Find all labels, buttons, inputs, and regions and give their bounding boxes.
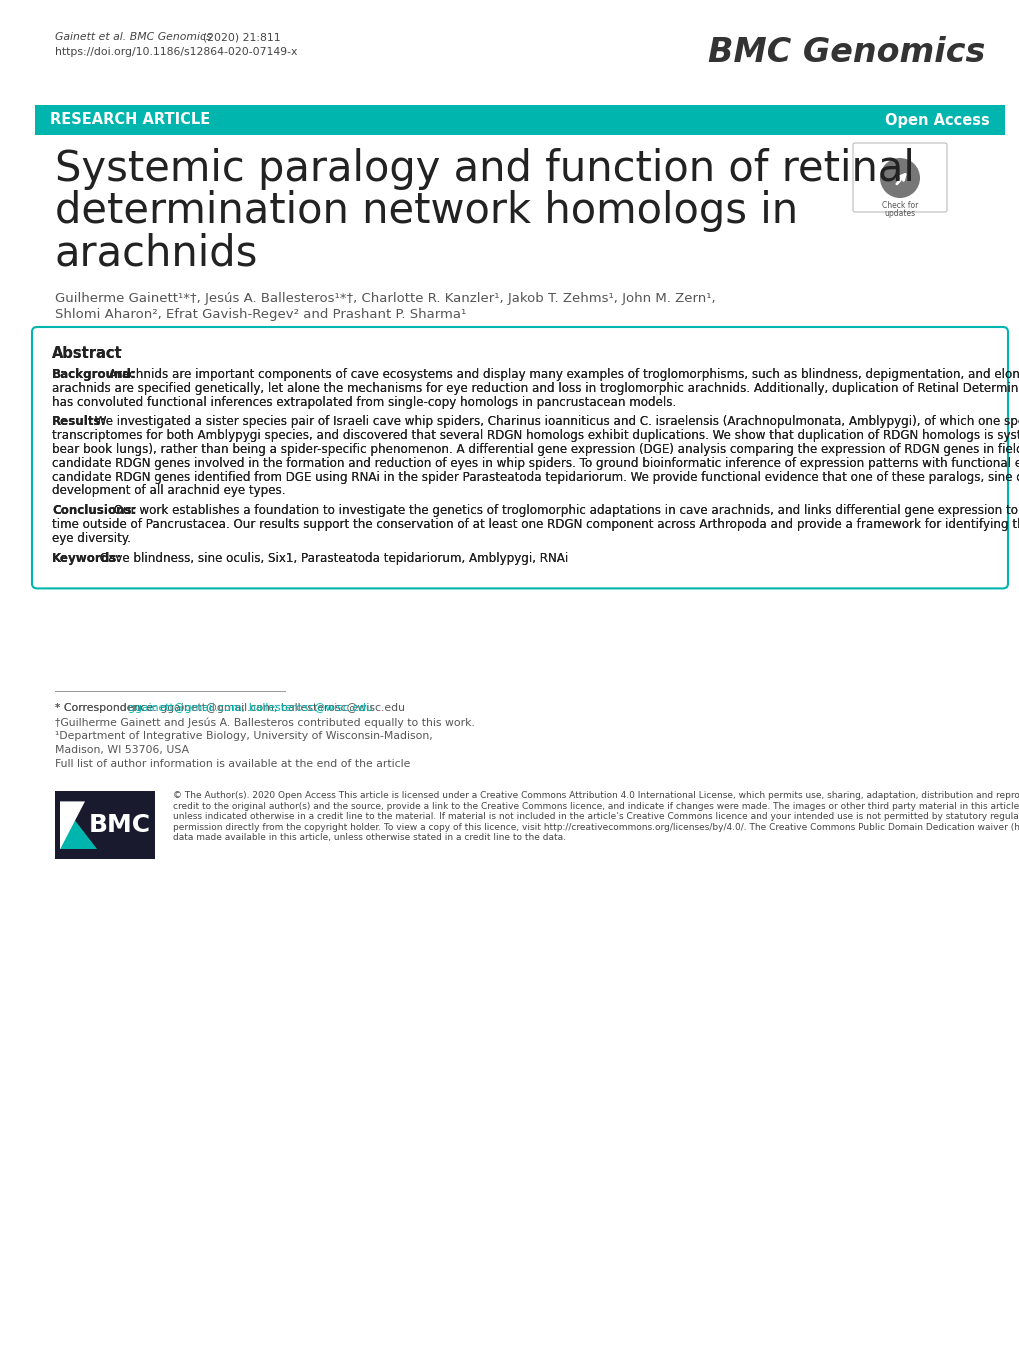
Text: eye diversity.: eye diversity. xyxy=(52,531,130,545)
Text: Check for: Check for xyxy=(881,201,917,210)
FancyBboxPatch shape xyxy=(852,144,946,211)
Text: * Correspondence: ggainett@gmail.com; ballesterosc@wisc.edu: * Correspondence: ggainett@gmail.com; ba… xyxy=(55,703,405,713)
Text: development of all arachnid eye types.: development of all arachnid eye types. xyxy=(52,484,285,497)
Circle shape xyxy=(879,159,919,198)
Text: arachnids are specified genetically, let alone the mechanisms for eye reduction : arachnids are specified genetically, let… xyxy=(52,382,1019,394)
Text: (2020) 21:811: (2020) 21:811 xyxy=(203,33,280,42)
Text: transcriptomes for both Amblypygi species, and discovered that several RDGN homo: transcriptomes for both Amblypygi specie… xyxy=(52,430,1019,442)
Text: https://doi.org/10.1186/s12864-020-07149-x: https://doi.org/10.1186/s12864-020-07149… xyxy=(55,47,298,57)
Text: BMC Genomics: BMC Genomics xyxy=(707,35,984,69)
Text: Our work establishes a foundation to investigate the genetics of troglomorphic a: Our work establishes a foundation to inv… xyxy=(110,504,1019,518)
Text: bear book lungs), rather than being a spider-specific phenomenon. A differential: bear book lungs), rather than being a sp… xyxy=(52,443,1019,457)
Text: time outside of Pancrustacea. Our results support the conservation of at least o: time outside of Pancrustacea. Our result… xyxy=(52,518,1019,531)
Text: Open Access: Open Access xyxy=(884,112,989,127)
Text: Results:: Results: xyxy=(52,416,106,428)
Text: Abstract: Abstract xyxy=(52,346,122,360)
Text: * Correspondence:: * Correspondence: xyxy=(55,703,160,713)
Text: Conclusions:: Conclusions: xyxy=(52,504,137,518)
Text: Conclusions:: Conclusions: xyxy=(52,504,137,518)
Text: Guilherme Gainett¹*†, Jesús A. Ballesteros¹*†, Charlotte R. Kanzler¹, Jakob T. Z: Guilherme Gainett¹*†, Jesús A. Ballester… xyxy=(55,291,715,305)
Text: Gainett et al. BMC Genomics: Gainett et al. BMC Genomics xyxy=(55,33,211,42)
Text: development of all arachnid eye types.: development of all arachnid eye types. xyxy=(52,484,285,497)
Text: RESEARCH ARTICLE: RESEARCH ARTICLE xyxy=(50,112,210,127)
Bar xyxy=(55,791,155,859)
Text: Background:: Background: xyxy=(52,369,137,381)
Text: eye diversity.: eye diversity. xyxy=(52,531,130,545)
Text: Systemic paralogy and function of retinal: Systemic paralogy and function of retina… xyxy=(55,148,914,190)
Text: time outside of Pancrustacea. Our results support the conservation of at least o: time outside of Pancrustacea. Our result… xyxy=(52,518,1019,531)
Text: Results:: Results: xyxy=(52,416,106,428)
Text: ggainett@gmail.com; ballesterosc@wisc.edu: ggainett@gmail.com; ballesterosc@wisc.ed… xyxy=(127,703,372,713)
Text: Arachnids are important components of cave ecosystems and display many examples : Arachnids are important components of ca… xyxy=(105,369,1019,381)
Text: Shlomi Aharon², Efrat Gavish-Regev² and Prashant P. Sharma¹: Shlomi Aharon², Efrat Gavish-Regev² and … xyxy=(55,308,466,321)
Text: transcriptomes for both Amblypygi species, and discovered that several RDGN homo: transcriptomes for both Amblypygi specie… xyxy=(52,430,1019,442)
FancyBboxPatch shape xyxy=(32,327,1007,588)
Text: BMC: BMC xyxy=(89,813,151,837)
Text: © The Author(s). 2020 Open Access This article is licensed under a Creative Comm: © The Author(s). 2020 Open Access This a… xyxy=(173,791,1019,801)
Text: bear book lungs), rather than being a spider-specific phenomenon. A differential: bear book lungs), rather than being a sp… xyxy=(52,443,1019,457)
Text: †Guilherme Gainett and Jesús A. Ballesteros contributed equally to this work.: †Guilherme Gainett and Jesús A. Balleste… xyxy=(55,717,475,728)
Text: Keywords:: Keywords: xyxy=(52,551,122,565)
Text: Arachnids are important components of cave ecosystems and display many examples : Arachnids are important components of ca… xyxy=(105,369,1019,381)
Text: arachnids: arachnids xyxy=(55,232,258,274)
Text: candidate RDGN genes identified from DGE using RNAi in the spider Parasteatoda t: candidate RDGN genes identified from DGE… xyxy=(52,470,1019,484)
Text: updates: updates xyxy=(883,209,915,218)
Text: unless indicated otherwise in a credit line to the material. If material is not : unless indicated otherwise in a credit l… xyxy=(173,813,1019,821)
Text: has convoluted functional inferences extrapolated from single-copy homologs in p: has convoluted functional inferences ext… xyxy=(52,396,676,409)
Text: Our work establishes a foundation to investigate the genetics of troglomorphic a: Our work establishes a foundation to inv… xyxy=(110,504,1019,518)
Text: permission directly from the copyright holder. To view a copy of this licence, v: permission directly from the copyright h… xyxy=(173,822,1019,832)
Polygon shape xyxy=(60,801,97,850)
Text: candidate RDGN genes involved in the formation and reduction of eyes in whip spi: candidate RDGN genes involved in the for… xyxy=(52,457,1019,470)
Text: Background:: Background: xyxy=(52,369,137,381)
Polygon shape xyxy=(60,801,85,850)
Text: credit to the original author(s) and the source, provide a link to the Creative : credit to the original author(s) and the… xyxy=(173,802,1019,810)
Text: Madison, WI 53706, USA: Madison, WI 53706, USA xyxy=(55,745,189,755)
Text: Cave blindness, sine oculis, Six1, Parasteatoda tepidariorum, Amblypygi, RNAi: Cave blindness, sine oculis, Six1, Paras… xyxy=(96,551,568,565)
Text: determination network homologs in: determination network homologs in xyxy=(55,190,797,232)
Text: We investigated a sister species pair of Israeli cave whip spiders, Charinus ioa: We investigated a sister species pair of… xyxy=(91,416,1019,428)
Text: ¹Department of Integrative Biology, University of Wisconsin-Madison,: ¹Department of Integrative Biology, Univ… xyxy=(55,732,432,741)
Text: candidate RDGN genes involved in the formation and reduction of eyes in whip spi: candidate RDGN genes involved in the for… xyxy=(52,457,1019,470)
Text: data made available in this article, unless otherwise stated in a credit line to: data made available in this article, unl… xyxy=(173,833,566,843)
Text: Full list of author information is available at the end of the article: Full list of author information is avail… xyxy=(55,759,410,770)
Text: Keywords:: Keywords: xyxy=(52,551,122,565)
Text: arachnids are specified genetically, let alone the mechanisms for eye reduction : arachnids are specified genetically, let… xyxy=(52,382,1019,394)
Bar xyxy=(35,104,1004,136)
Text: Cave blindness, sine oculis, Six1, Parasteatoda tepidariorum, Amblypygi, RNAi: Cave blindness, sine oculis, Six1, Paras… xyxy=(96,551,568,565)
Text: candidate RDGN genes identified from DGE using RNAi in the spider Parasteatoda t: candidate RDGN genes identified from DGE… xyxy=(52,470,1019,484)
Text: We investigated a sister species pair of Israeli cave whip spiders, Charinus ioa: We investigated a sister species pair of… xyxy=(91,416,1019,428)
Text: has convoluted functional inferences extrapolated from single-copy homologs in p: has convoluted functional inferences ext… xyxy=(52,396,676,409)
Text: Abstract: Abstract xyxy=(52,346,122,360)
